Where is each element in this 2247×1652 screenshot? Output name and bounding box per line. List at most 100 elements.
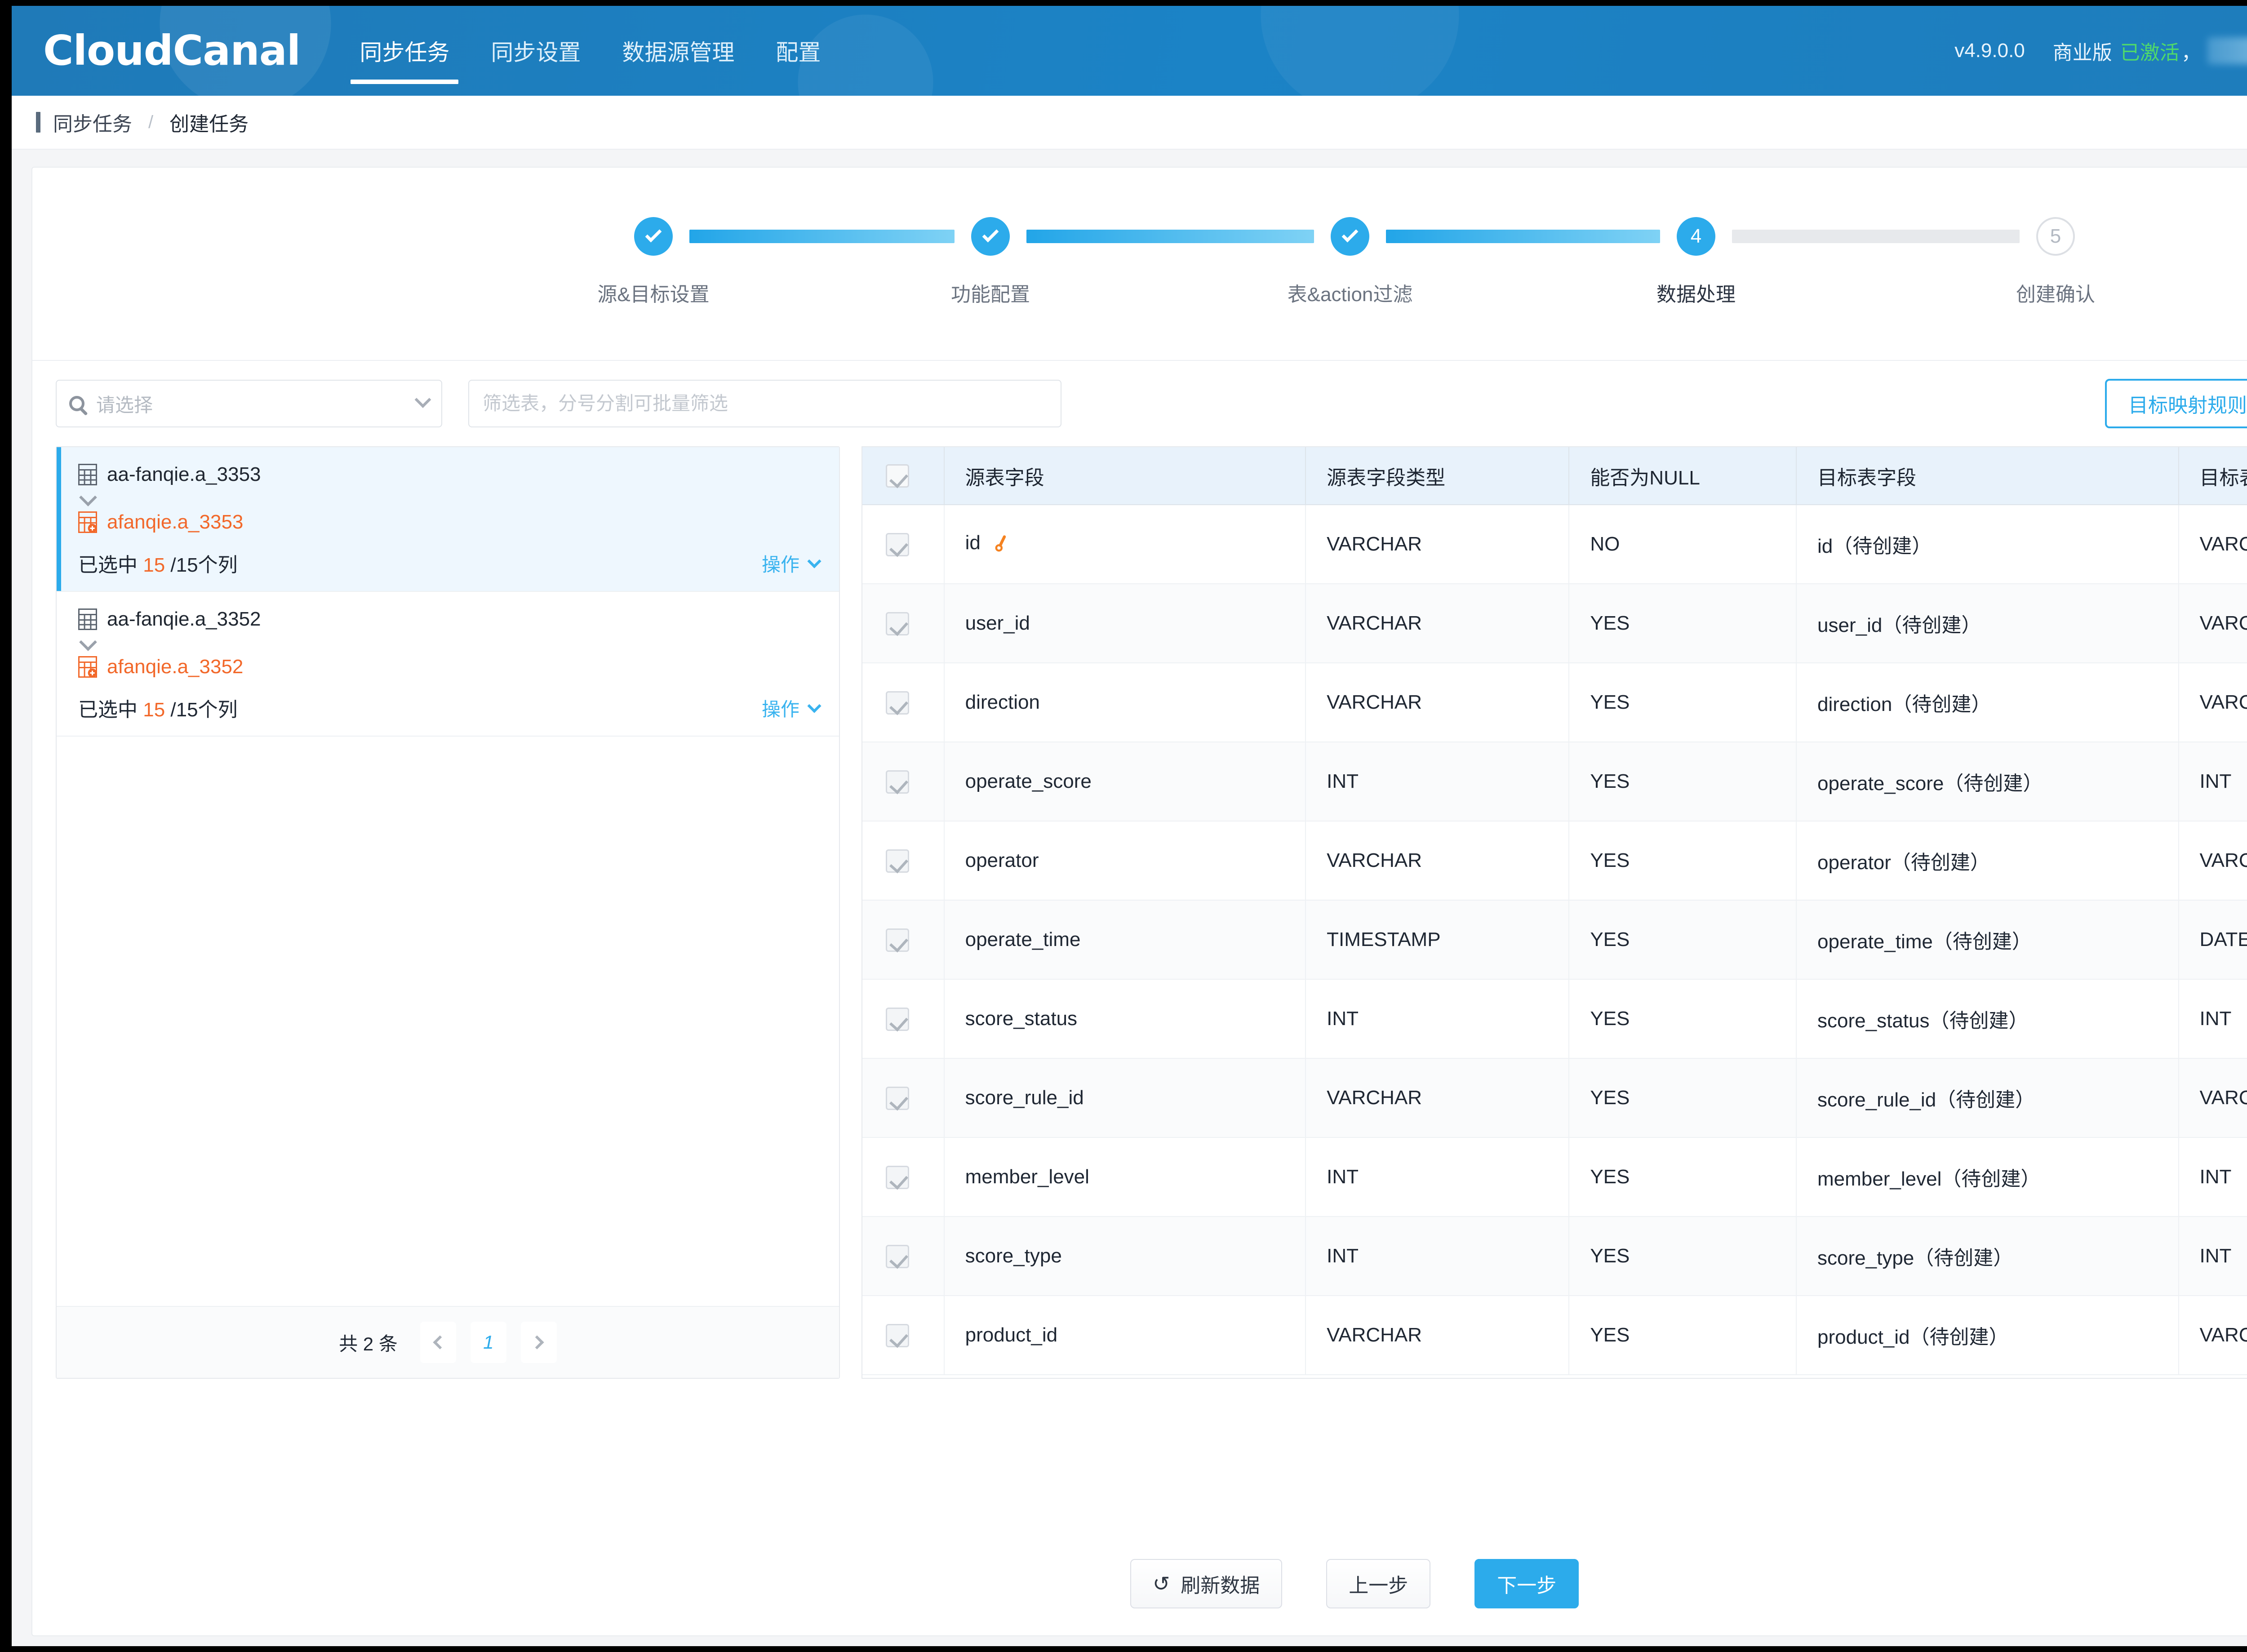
select-all-checkbox[interactable] bbox=[886, 464, 909, 488]
refresh-data-button[interactable]: ↻ 刷新数据 bbox=[1130, 1559, 1283, 1608]
breadcrumb-accent-bar bbox=[36, 112, 40, 133]
cell-target-field[interactable]: operator（待创建） bbox=[1796, 821, 2179, 901]
cell-target-type: INT bbox=[2178, 1217, 2247, 1296]
row-checkbox[interactable] bbox=[886, 1086, 909, 1110]
table-icon bbox=[78, 464, 97, 485]
cell-source-field: direction bbox=[944, 663, 1306, 742]
selected-columns-text: 已选中 15 /15个列 bbox=[78, 549, 238, 577]
row-checkbox[interactable] bbox=[886, 533, 909, 556]
row-checkbox[interactable] bbox=[886, 612, 909, 635]
row-checkbox[interactable] bbox=[886, 770, 909, 794]
pagination-prev-button[interactable] bbox=[420, 1322, 456, 1363]
row-select-cell[interactable] bbox=[862, 900, 945, 980]
table-row[interactable]: operate_score INT YES operate_score（待创建）… bbox=[862, 742, 2247, 822]
chevron-down-icon bbox=[807, 699, 822, 713]
row-operation-menu[interactable]: 操作 bbox=[762, 694, 822, 722]
cell-target-field[interactable]: id（待创建） bbox=[1796, 505, 2179, 584]
step-3-circle bbox=[1331, 217, 1369, 256]
cell-source-field: score_status bbox=[944, 979, 1306, 1059]
pagination-page-1[interactable]: 1 bbox=[470, 1322, 506, 1363]
row-checkbox[interactable] bbox=[886, 1165, 909, 1189]
cell-target-field[interactable]: operate_time（待创建） bbox=[1796, 900, 2179, 980]
table-row[interactable]: id VARCHAR NO id（待创建） VARCHAR NO bbox=[862, 505, 2247, 584]
cell-source-nullable: YES bbox=[1569, 584, 1797, 663]
cell-source-type: VARCHAR bbox=[1306, 1058, 1570, 1138]
step-table-action-filter[interactable]: 表&action过滤 bbox=[1288, 217, 1412, 307]
step-source-target[interactable]: 源&目标设置 bbox=[597, 217, 710, 307]
brand-logo[interactable]: CloudCanal bbox=[43, 30, 301, 71]
table-row[interactable]: user_id VARCHAR YES user_id（待创建） VARCHAR… bbox=[862, 584, 2247, 663]
row-select-cell[interactable] bbox=[862, 979, 945, 1059]
step-create-confirm[interactable]: 5 创建确认 bbox=[2016, 217, 2095, 307]
nav-item-datasource-management[interactable]: 数据源管理 bbox=[601, 6, 755, 96]
step-data-processing[interactable]: 4 数据处理 bbox=[1656, 217, 1736, 307]
target-table-name[interactable]: afanqie.a_3353 bbox=[107, 511, 244, 533]
chevron-right-icon bbox=[530, 1335, 544, 1350]
row-select-cell[interactable] bbox=[862, 742, 945, 822]
cell-target-field[interactable]: score_status（待创建） bbox=[1796, 979, 2179, 1059]
next-step-button[interactable]: 下一步 bbox=[1474, 1559, 1579, 1608]
table-body: id VARCHAR NO id（待创建） VARCHAR NO user_id… bbox=[862, 505, 2247, 1375]
table-row[interactable]: direction VARCHAR YES direction（待创建） VAR… bbox=[862, 663, 2247, 742]
table-row[interactable]: operate_time TIMESTAMP YES operate_time（… bbox=[862, 900, 2247, 980]
cell-target-field[interactable]: user_id（待创建） bbox=[1796, 584, 2179, 663]
row-select-cell[interactable] bbox=[862, 821, 945, 901]
redacted-license-info bbox=[2207, 37, 2247, 64]
cell-target-field[interactable]: score_type（待创建） bbox=[1796, 1217, 2179, 1296]
step-2-circle bbox=[971, 217, 1010, 256]
row-select-cell[interactable] bbox=[862, 584, 945, 663]
cell-source-nullable: YES bbox=[1569, 1217, 1797, 1296]
schema-select[interactable]: 请选择 bbox=[56, 380, 442, 427]
cell-target-type: VARCHAR bbox=[2178, 821, 2247, 901]
logo-text: CloudCanal bbox=[43, 27, 301, 75]
app-header: CloudCanal 同步任务 同步设置 数据源管理 配置 v4.9.0.0 商… bbox=[12, 6, 2247, 96]
table-row[interactable]: product_id VARCHAR YES product_id（待创建） V… bbox=[862, 1296, 2247, 1375]
row-checkbox[interactable] bbox=[886, 1244, 909, 1268]
row-select-cell[interactable] bbox=[862, 1217, 945, 1296]
cell-target-type: VARCHAR bbox=[2178, 584, 2247, 663]
selected-prefix: 已选中 bbox=[78, 699, 138, 721]
table-filter-input[interactable] bbox=[468, 380, 1061, 427]
row-select-cell[interactable] bbox=[862, 1296, 945, 1375]
row-select-cell[interactable] bbox=[862, 1137, 945, 1217]
nav-item-sync-settings[interactable]: 同步设置 bbox=[470, 6, 601, 96]
punctuation-comma: ， bbox=[2181, 42, 2201, 64]
row-select-cell[interactable] bbox=[862, 663, 945, 742]
row-checkbox[interactable] bbox=[886, 1323, 909, 1347]
chevron-down-icon[interactable] bbox=[79, 633, 97, 651]
nav-item-sync-tasks[interactable]: 同步任务 bbox=[339, 6, 470, 96]
list-item[interactable]: aa-fanqie.a_3352 bbox=[57, 592, 839, 737]
selected-prefix: 已选中 bbox=[78, 554, 138, 576]
row-checkbox[interactable] bbox=[886, 849, 909, 873]
row-checkbox[interactable] bbox=[886, 691, 909, 715]
cell-target-field[interactable]: operate_score（待创建） bbox=[1796, 742, 2179, 822]
table-row[interactable]: score_status INT YES score_status（待创建） I… bbox=[862, 979, 2247, 1059]
cell-source-type: INT bbox=[1306, 742, 1570, 822]
row-checkbox[interactable] bbox=[886, 928, 909, 952]
list-item[interactable]: aa-fanqie.a_3353 bbox=[57, 447, 839, 592]
breadcrumb-parent-link[interactable]: 同步任务 bbox=[53, 113, 132, 135]
target-table-name[interactable]: afanqie.a_3352 bbox=[107, 656, 244, 678]
cell-target-field[interactable]: product_id（待创建） bbox=[1796, 1296, 2179, 1375]
step-feature-config[interactable]: 功能配置 bbox=[951, 217, 1030, 307]
table-row[interactable]: operator VARCHAR YES operator（待创建） VARCH… bbox=[862, 821, 2247, 901]
target-mapping-rule-button[interactable]: 目标映射规则 bbox=[2105, 379, 2247, 428]
row-select-cell[interactable] bbox=[862, 1058, 945, 1138]
source-table-name: aa-fanqie.a_3352 bbox=[107, 608, 261, 630]
chevron-down-icon[interactable] bbox=[79, 488, 97, 506]
nav-item-config[interactable]: 配置 bbox=[755, 6, 841, 96]
cell-source-type: VARCHAR bbox=[1306, 821, 1570, 901]
cell-target-field[interactable]: direction（待创建） bbox=[1796, 663, 2179, 742]
row-select-cell[interactable] bbox=[862, 505, 945, 584]
version-label: v4.9.0.0 bbox=[1954, 40, 2025, 62]
cell-target-field[interactable]: score_rule_id（待创建） bbox=[1796, 1058, 2179, 1138]
table-row[interactable]: score_rule_id VARCHAR YES score_rule_id（… bbox=[862, 1058, 2247, 1138]
table-row[interactable]: score_type INT YES score_type（待创建） INT Y… bbox=[862, 1217, 2247, 1296]
table-row[interactable]: member_level INT YES member_level（待创建） I… bbox=[862, 1137, 2247, 1217]
pagination-next-button[interactable] bbox=[520, 1322, 557, 1363]
row-operation-menu[interactable]: 操作 bbox=[762, 550, 822, 577]
row-checkbox[interactable] bbox=[886, 1007, 909, 1031]
cell-target-field[interactable]: member_level（待创建） bbox=[1796, 1137, 2179, 1217]
previous-step-button[interactable]: 上一步 bbox=[1326, 1559, 1431, 1608]
select-all-header[interactable] bbox=[862, 447, 945, 505]
